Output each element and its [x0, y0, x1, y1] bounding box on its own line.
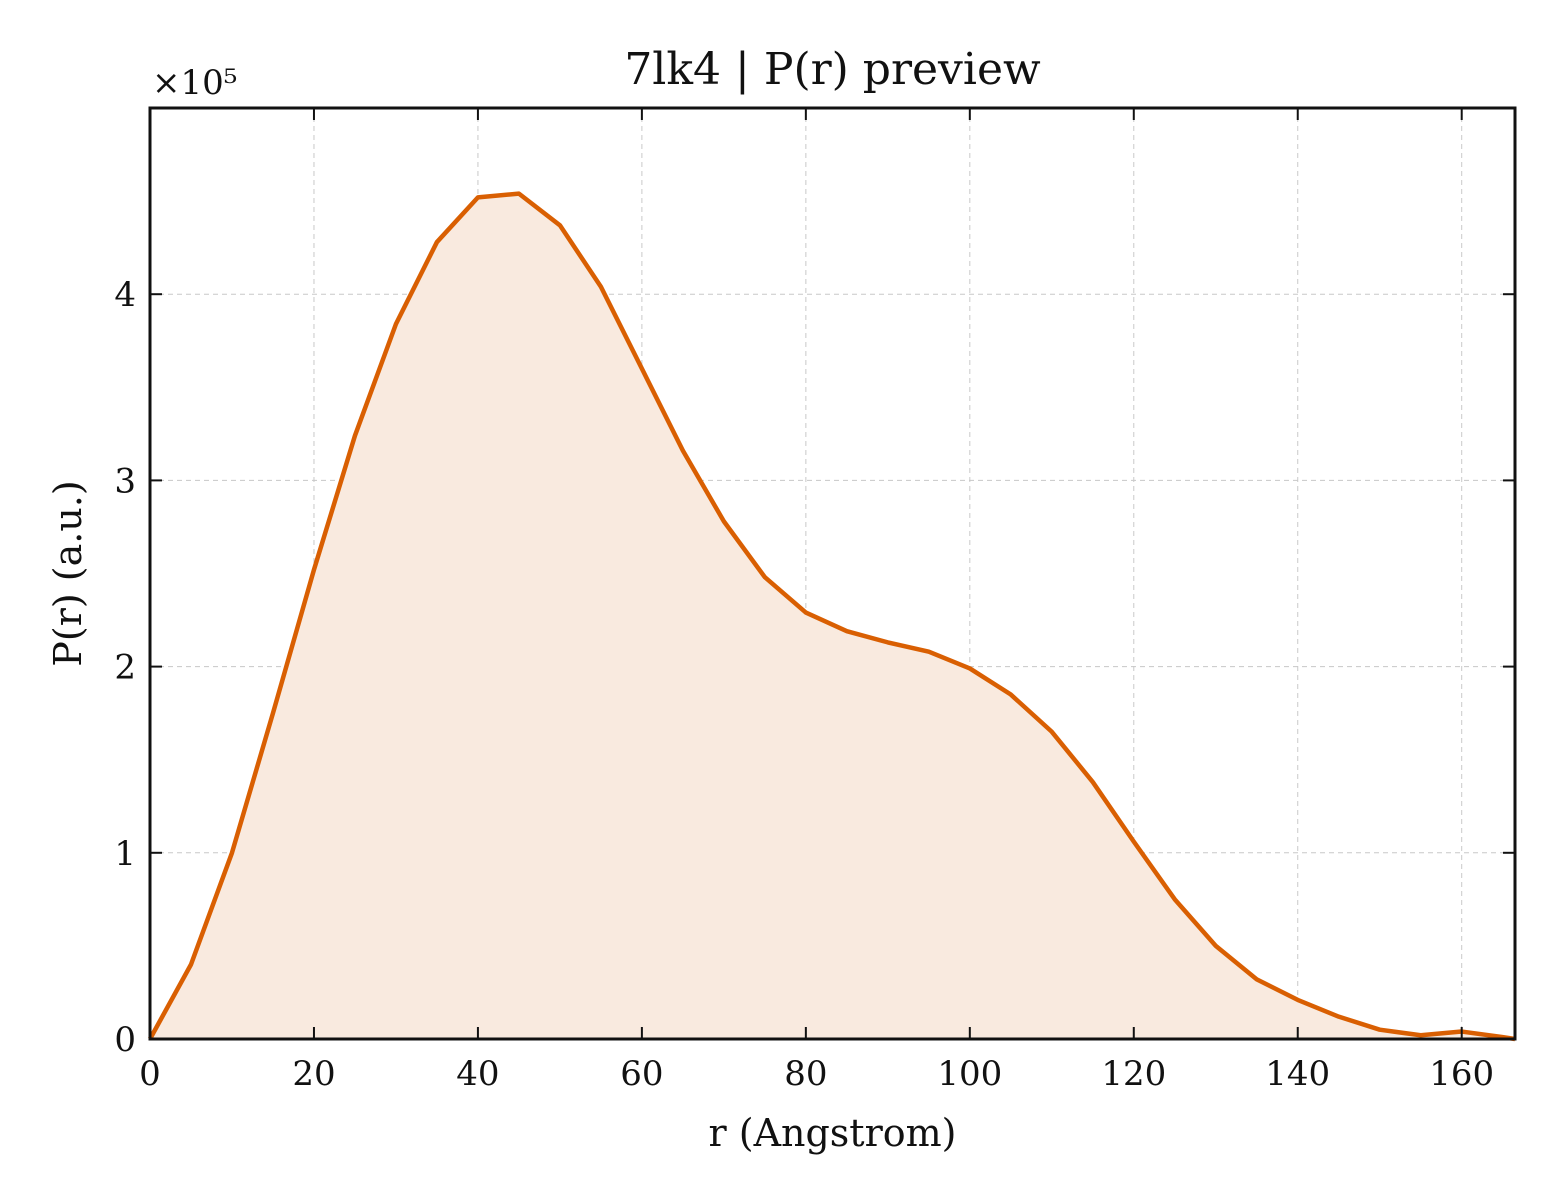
- x-axis: 0 20 40 60 80 100 120 140 160: [139, 108, 1494, 1094]
- x-tick-label: 40: [456, 1054, 499, 1094]
- y-tick-label: 4: [114, 275, 136, 315]
- x-tick-label: 120: [1101, 1054, 1166, 1094]
- x-tick-label: 100: [937, 1054, 1002, 1094]
- x-axis-label: r (Angstrom): [709, 1111, 957, 1155]
- y-axis-label: P(r) (a.u.): [46, 480, 90, 666]
- y-axis-offset-label: ×10⁵: [152, 63, 237, 103]
- y-tick-label: 0: [114, 1020, 136, 1060]
- x-tick-label: 80: [784, 1054, 827, 1094]
- chart-title: 7lk4 | P(r) preview: [624, 44, 1041, 95]
- area-fill: [150, 193, 1515, 1039]
- plot-frame: [148, 106, 1517, 1041]
- y-tick-label: 3: [114, 461, 136, 501]
- x-tick-label: 0: [139, 1054, 161, 1094]
- x-tick-label: 140: [1265, 1054, 1330, 1094]
- x-tick-label: 160: [1429, 1054, 1494, 1094]
- series-line: [148, 191, 1516, 1042]
- y-tick-label: 1: [114, 834, 136, 874]
- x-tick-label: 20: [292, 1054, 335, 1094]
- x-tick-label: 60: [620, 1054, 663, 1094]
- y-axis: 0 1 2 3 4: [114, 275, 1515, 1060]
- y-tick-label: 2: [114, 648, 136, 688]
